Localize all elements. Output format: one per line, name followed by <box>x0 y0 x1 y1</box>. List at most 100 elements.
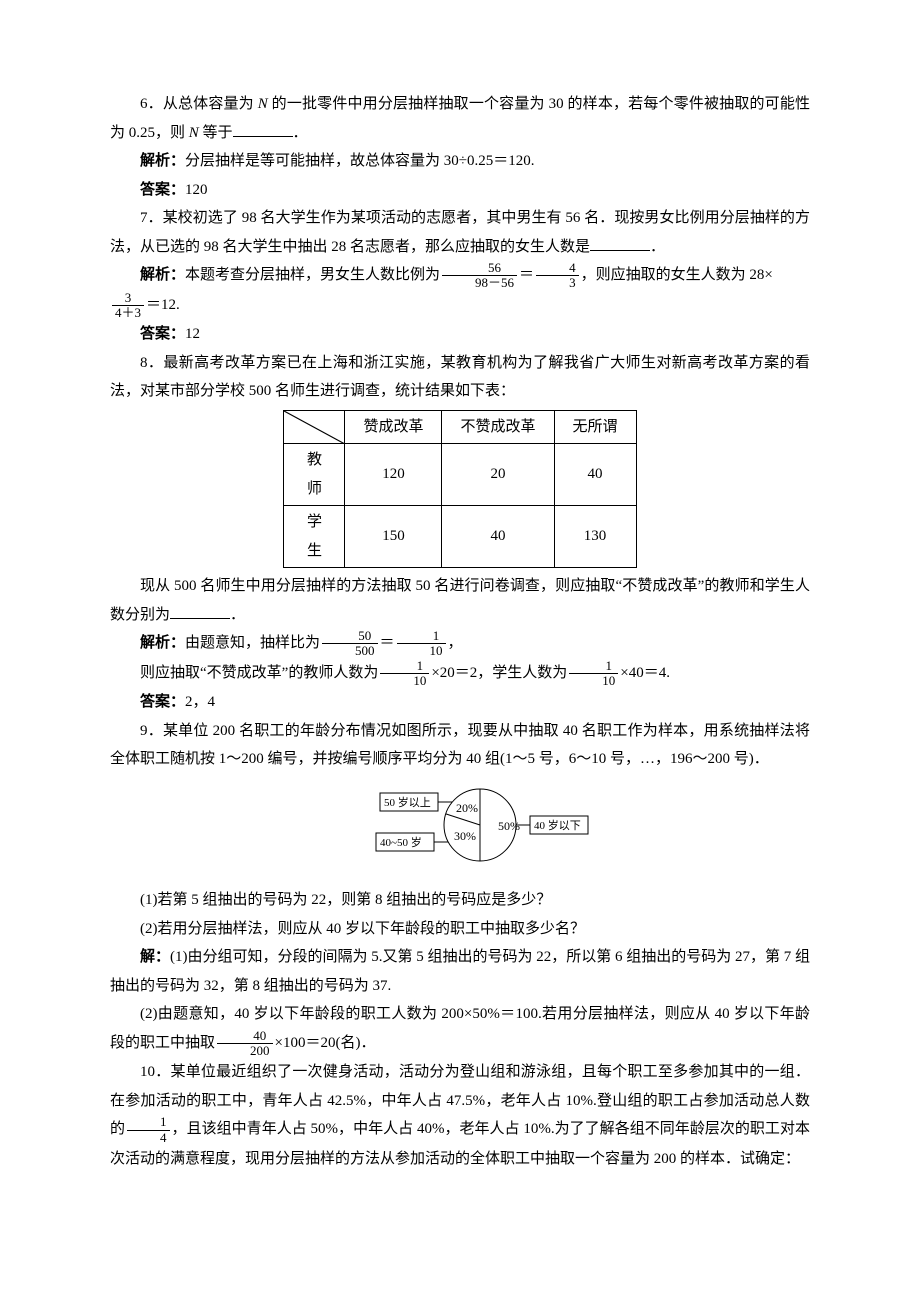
q8-stem: 8．最新高考改革方案已在上海和浙江实施，某教育机构为了解我省广大师生对新高考改革… <box>110 349 810 406</box>
table-h2: 不赞成改革 <box>442 410 554 444</box>
q6-ans-text: 120 <box>185 182 208 198</box>
q7-frac2-den: 3 <box>536 276 579 290</box>
q8-frac2-den: 10 <box>397 644 446 658</box>
q9-sol-label: 解： <box>140 949 170 965</box>
q9-frac-den: 200 <box>217 1044 273 1058</box>
q8-solution-line2: 则应抽取“不赞成改革”的教师人数为110×20＝2，学生人数为110×40＝4. <box>110 659 810 689</box>
table-r1c3: 130 <box>554 506 636 568</box>
table-r0c3: 40 <box>554 444 636 506</box>
table-h1: 赞成改革 <box>345 410 442 444</box>
q9-sub2-text: (2)若用分层抽样法，则应从 40 岁以下年龄段的职工中抽取多少名？ <box>140 921 585 937</box>
q9-sub2: (2)若用分层抽样法，则应从 40 岁以下年龄段的职工中抽取多少名？ <box>110 915 810 944</box>
table-r1c0: 学生 <box>284 506 345 568</box>
q8-sol-a: 由题意知，抽样比为 <box>185 635 320 651</box>
q8-blank <box>170 603 230 619</box>
q9-solution-1: 解：(1)由分组可知，分段的间隔为 5.又第 5 组抽出的号码为 22，所以第 … <box>110 943 810 1000</box>
q9-sol2-a: (2)由题意知，40 岁以下年龄段的职工人数为 200×50%＝100.若用分层… <box>110 1006 810 1051</box>
q7-solution-line1: 解析：本题考查分层抽样，男女生人数比例为5698－56＝43，则应抽取的女生人数… <box>110 261 810 291</box>
q8-eq1: ＝ <box>380 635 395 651</box>
q8-answer: 答案：2，4 <box>110 688 810 717</box>
q7-sol-c: ＝12. <box>146 297 180 313</box>
q7-ans-label: 答案： <box>140 326 185 342</box>
q8-text2-end: ． <box>230 607 245 623</box>
table-row: 学生 150 40 130 <box>284 506 636 568</box>
q10-stem: 10．某单位最近组织了一次健身活动，活动分为登山组和游泳组，且每个职工至多参加其… <box>110 1058 810 1173</box>
q6-sol-label: 解析： <box>140 153 185 169</box>
q7-eq1: ＝ <box>519 267 534 283</box>
table-r1c1: 150 <box>345 506 442 568</box>
table-header-row: 赞成改革 不赞成改革 无所谓 <box>284 410 636 444</box>
q9-frac-num: 40 <box>217 1029 273 1044</box>
q9-sol2-b: ×100＝20(名)． <box>275 1035 376 1051</box>
q7-frac1-num: 56 <box>442 261 517 276</box>
q9-text: 9．某单位 200 名职工的年龄分布情况如图所示，现要从中抽取 40 名职工作为… <box>110 723 810 768</box>
q9-solution-2: (2)由题意知，40 岁以下年龄段的职工人数为 200×50%＝100.若用分层… <box>110 1000 810 1058</box>
q8-sol-b-mid: ×20＝2，学生人数为 <box>431 665 567 681</box>
q6-sol-text: 分层抽样是等可能抽样，故总体容量为 30÷0.25＝120. <box>185 153 534 169</box>
q7-text: 7．某校初选了 98 名大学生作为某项活动的志愿者，其中男生有 56 名．现按男… <box>110 210 810 255</box>
q8-frac1-den: 500 <box>322 644 378 658</box>
q8-sol-a-end: ， <box>448 635 463 651</box>
q7-frac2-num: 4 <box>536 261 579 276</box>
q8-ans-text: 2，4 <box>185 694 215 710</box>
q8-frac-3: 110 <box>380 659 429 689</box>
q8-frac2-num: 1 <box>397 629 446 644</box>
q8-frac1-num: 50 <box>322 629 378 644</box>
page: 6．从总体容量为 N 的一批零件中用分层抽样抽取一个容量为 30 的样本，若每个… <box>0 0 920 1214</box>
q6-text-a: 6．从总体容量为 <box>140 96 258 112</box>
q10-frac-num: 1 <box>127 1115 170 1130</box>
table-r0c0: 教师 <box>284 444 345 506</box>
q7-frac3-num: 3 <box>112 291 144 306</box>
q8-sol-b: 则应抽取“不赞成改革”的教师人数为 <box>140 665 378 681</box>
q8-frac-2: 110 <box>397 629 446 659</box>
q7-frac3-den: 4＋3 <box>112 306 144 320</box>
q8-stem-2: 现从 500 名师生中用分层抽样的方法抽取 50 名进行问卷调查，则应抽取“不赞… <box>110 572 810 629</box>
pie-pct-30: 30% <box>454 829 476 843</box>
q7-sol-label: 解析： <box>140 267 185 283</box>
q7-frac1-den: 98－56 <box>442 276 517 290</box>
q8-solution-line1: 解析：由题意知，抽样比为50500＝110， <box>110 629 810 659</box>
q6-ans-label: 答案： <box>140 182 185 198</box>
q7-blank <box>590 235 650 251</box>
q8-frac-4: 110 <box>569 659 618 689</box>
q9-sub1-text: (1)若第 5 组抽出的号码为 22，则第 8 组抽出的号码应是多少？ <box>140 892 551 908</box>
q7-sol-a: 本题考查分层抽样，男女生人数比例为 <box>185 267 440 283</box>
q6-text-d: ． <box>293 125 308 141</box>
q8-frac4-den: 10 <box>569 674 618 688</box>
q10-frac: 14 <box>127 1115 170 1145</box>
q7-text-end: ． <box>650 239 665 255</box>
q9-stem: 9．某单位 200 名职工的年龄分布情况如图所示，现要从中抽取 40 名职工作为… <box>110 717 810 774</box>
q8-frac-1: 50500 <box>322 629 378 659</box>
q7-frac-2: 43 <box>536 261 579 291</box>
pie-label-ll: 40~50 岁 <box>380 835 422 849</box>
q7-stem: 7．某校初选了 98 名大学生作为某项活动的志愿者，其中男生有 56 名．现按男… <box>110 204 810 261</box>
q8-text: 8．最新高考改革方案已在上海和浙江实施，某教育机构为了解我省广大师生对新高考改革… <box>110 355 810 400</box>
q9-sol1: (1)由分组可知，分段的间隔为 5.又第 5 组抽出的号码为 22，所以第 6 … <box>110 949 810 994</box>
table-r0c2: 20 <box>442 444 554 506</box>
q8-table: 赞成改革 不赞成改革 无所谓 教师 120 20 40 学生 150 40 13… <box>283 410 636 569</box>
q6-stem: 6．从总体容量为 N 的一批零件中用分层抽样抽取一个容量为 30 的样本，若每个… <box>110 90 810 147</box>
q6-text-c: 等于 <box>199 125 233 141</box>
q7-answer: 答案：12 <box>110 320 810 349</box>
q6-solution: 解析：分层抽样是等可能抽样，故总体容量为 30÷0.25＝120. <box>110 147 810 176</box>
q8-frac3-den: 10 <box>380 674 429 688</box>
q8-frac3-num: 1 <box>380 659 429 674</box>
q7-sol-b: ，则应抽取的女生人数为 28× <box>581 267 773 283</box>
q10-text-b: ，且该组中青年人占 50%，中年人占 40%，老年人占 10%.为了了解各组不同… <box>110 1122 810 1167</box>
q6-answer: 答案：120 <box>110 176 810 205</box>
q6-blank <box>233 121 293 137</box>
q7-ans-text: 12 <box>185 326 200 342</box>
q6-var-1: N <box>258 96 268 112</box>
q8-sol-label: 解析： <box>140 635 185 651</box>
q9-frac: 40200 <box>217 1029 273 1059</box>
q7-frac-1: 5698－56 <box>442 261 517 291</box>
q10-frac-den: 4 <box>127 1131 170 1145</box>
table-diag-cell <box>284 410 345 444</box>
q8-frac4-num: 1 <box>569 659 618 674</box>
pie-pct-50: 50% <box>498 819 520 833</box>
table-h3: 无所谓 <box>554 410 636 444</box>
pie-pct-20: 20% <box>456 801 478 815</box>
table-r1c2: 40 <box>442 506 554 568</box>
pie-label-ul: 50 岁以上 <box>384 795 431 809</box>
pie-label-right: 40 岁以下 <box>534 818 581 832</box>
